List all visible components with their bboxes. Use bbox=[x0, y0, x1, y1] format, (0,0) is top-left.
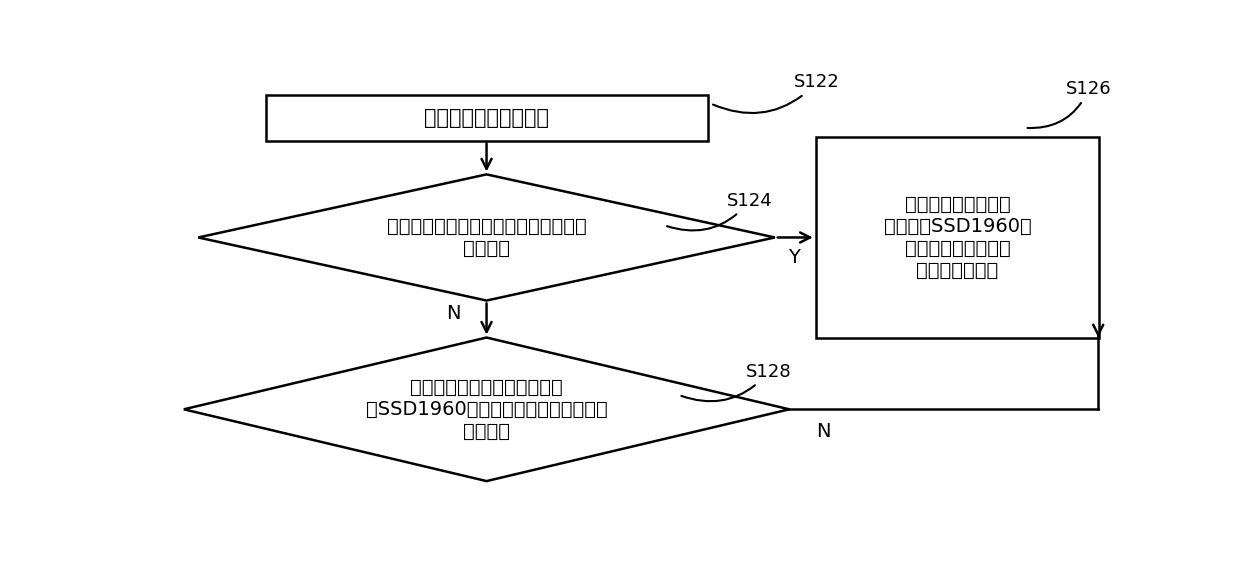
Text: N: N bbox=[816, 423, 830, 441]
Polygon shape bbox=[198, 175, 775, 301]
Bar bbox=[265, 95, 708, 141]
Text: S128: S128 bbox=[681, 363, 791, 401]
Text: 将外部视频数字信号
转换为与SSD1960芯
片的接口相匹配的串
行视频数字信号: 将外部视频数字信号 转换为与SSD1960芯 片的接口相匹配的串 行视频数字信号 bbox=[884, 195, 1032, 280]
Text: 接收外部视频数字信号: 接收外部视频数字信号 bbox=[424, 108, 549, 128]
Bar bbox=[816, 137, 1099, 337]
Text: S122: S122 bbox=[713, 73, 839, 113]
Text: N: N bbox=[445, 304, 460, 323]
Text: Y: Y bbox=[789, 247, 800, 267]
Text: S124: S124 bbox=[667, 192, 773, 231]
Text: 判断外部视频信号是否为外部并行视频
数字信号: 判断外部视频信号是否为外部并行视频 数字信号 bbox=[387, 217, 587, 258]
Polygon shape bbox=[184, 337, 789, 481]
Text: 判断外部串行视频信号是否为
与SSD1960芯片接口相匹配的串行视频
数字信号: 判断外部串行视频信号是否为 与SSD1960芯片接口相匹配的串行视频 数字信号 bbox=[366, 378, 608, 441]
Text: S126: S126 bbox=[1028, 80, 1111, 128]
